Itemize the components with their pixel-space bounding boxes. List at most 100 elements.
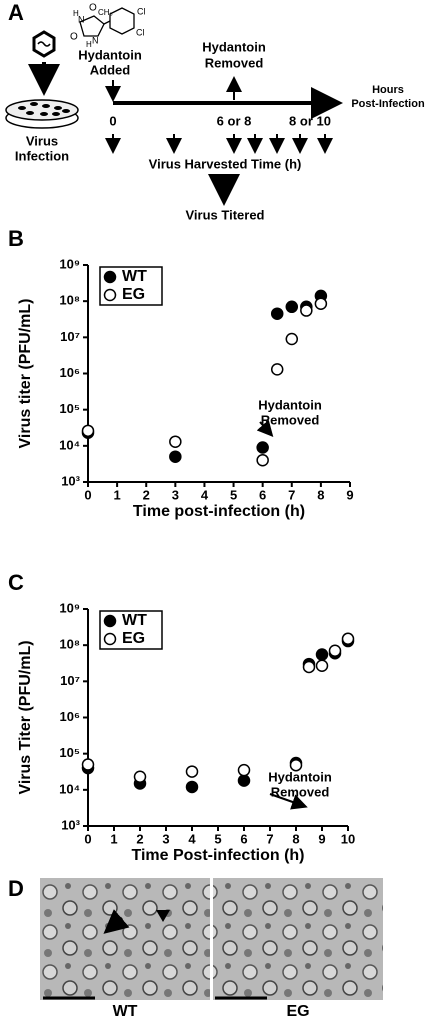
data-point	[270, 307, 284, 320]
data-point	[328, 644, 342, 658]
harvest-arrows	[105, 134, 333, 154]
harvest-label: Virus Harvested Time (h)	[149, 156, 302, 171]
data-point	[81, 758, 95, 771]
data-point	[81, 424, 95, 438]
x-tick-label: 5	[230, 487, 237, 502]
charts: B 10³ 10⁴ 10⁵ 10⁶ 10⁷ 10⁸ 10⁹ 0 1 2 3 4 5 6 7 8 9 Time pos…	[8, 226, 355, 864]
x-tick-label: 8	[292, 831, 299, 846]
x-tick-label: 4	[201, 487, 209, 502]
data-point	[341, 632, 355, 646]
arrowhead-marker	[156, 910, 170, 922]
data-point	[300, 304, 313, 317]
image-label: WT	[113, 1003, 138, 1020]
data-point	[270, 363, 284, 376]
atom: CH₃	[98, 8, 113, 17]
data-point	[314, 297, 328, 310]
x-tick-label: 9	[346, 487, 353, 502]
cells	[18, 102, 70, 116]
data-point	[285, 332, 299, 346]
panel-letter: B	[8, 226, 24, 251]
panel-d: D WT EG	[8, 876, 383, 1020]
y-tick-label: 10⁴	[59, 781, 80, 796]
annotation: Removed	[271, 784, 330, 799]
y-tick-label: 10⁸	[59, 293, 80, 308]
y-tick-label: 10⁸	[59, 637, 80, 652]
atom: Cl	[137, 6, 146, 16]
legend-marker	[103, 270, 117, 284]
x-tick-label: 8	[317, 487, 324, 502]
x-axis-label: Time post-infection (h)	[133, 503, 305, 520]
micrograph	[213, 878, 383, 1000]
legend-label: EG	[122, 630, 145, 647]
data-point	[185, 780, 199, 794]
added-label: Added	[90, 62, 131, 77]
x-tick-label: 0	[84, 487, 91, 502]
atom: H	[86, 40, 92, 49]
data-point	[256, 453, 269, 467]
data-point	[256, 441, 269, 454]
dish	[5, 99, 79, 121]
x-tick-label: 3	[172, 487, 179, 502]
panel-letter: D	[8, 876, 24, 901]
image-label: EG	[286, 1003, 309, 1020]
x-tick-label: 0	[84, 831, 91, 846]
data-point	[285, 300, 299, 314]
virus-genome	[37, 41, 51, 47]
micrograph	[40, 878, 210, 1000]
panel-letter: A	[8, 0, 24, 25]
atom: N	[78, 14, 85, 24]
panel-a: A Virus Infection O O N N H H CH₃ Cl Cl …	[5, 0, 425, 222]
annotation-arrow	[269, 793, 308, 810]
legend-marker	[103, 288, 117, 302]
y-tick-label: 10⁵	[59, 401, 80, 416]
data-point	[169, 450, 182, 463]
panel-letter: C	[8, 570, 24, 595]
data-point	[133, 770, 147, 784]
atom: Cl	[136, 27, 145, 37]
data-point	[302, 660, 316, 674]
time-label: 6 or 8	[217, 113, 252, 128]
x-tick-label: 2	[136, 831, 143, 846]
x-tick-label: 5	[214, 831, 221, 846]
infection-label: Virus	[26, 133, 58, 148]
x-tick-label: 7	[266, 831, 273, 846]
x-tick-label: 6	[259, 487, 266, 502]
annotation: Hydantoin	[268, 769, 332, 784]
annotation: Hydantoin	[258, 397, 322, 412]
titered-label: Virus Titered	[186, 207, 265, 222]
atom: O	[70, 32, 78, 43]
x-tick-label: 9	[318, 831, 325, 846]
data-point	[169, 435, 182, 448]
y-tick-label: 10⁴	[59, 437, 80, 452]
atom: H	[73, 9, 79, 18]
y-tick-label: 10⁷	[60, 329, 80, 344]
data-point	[185, 765, 199, 778]
annotation-arrow	[256, 419, 274, 437]
data-point	[315, 659, 329, 672]
removed-label: Removed	[205, 55, 264, 70]
infection-label: Infection	[15, 148, 69, 163]
legend-label: WT	[122, 612, 147, 629]
hydantoin-structure: O O N N H H CH₃ Cl Cl	[70, 3, 146, 49]
arrow	[103, 909, 130, 934]
legend-marker	[103, 614, 117, 628]
time-label: 8 or 10	[289, 113, 331, 128]
data-point	[289, 758, 303, 772]
atom: O	[89, 3, 97, 14]
y-tick-label: 10⁶	[60, 365, 80, 380]
legend-label: WT	[122, 268, 147, 285]
removed-label: Hydantoin	[202, 39, 266, 54]
x-tick-label: 2	[143, 487, 150, 502]
x-tick-label: 7	[288, 487, 295, 502]
axis-end-label: Post-Infection	[351, 98, 425, 110]
y-tick-label: 10⁹	[59, 256, 80, 271]
x-tick-label: 6	[240, 831, 247, 846]
x-tick-label: 1	[110, 831, 117, 846]
x-tick-label: 4	[188, 831, 196, 846]
y-tick-label: 10⁶	[60, 709, 80, 724]
y-tick-label: 10⁷	[60, 673, 80, 688]
time-label: 0	[109, 113, 116, 128]
x-tick-label: 1	[113, 487, 120, 502]
